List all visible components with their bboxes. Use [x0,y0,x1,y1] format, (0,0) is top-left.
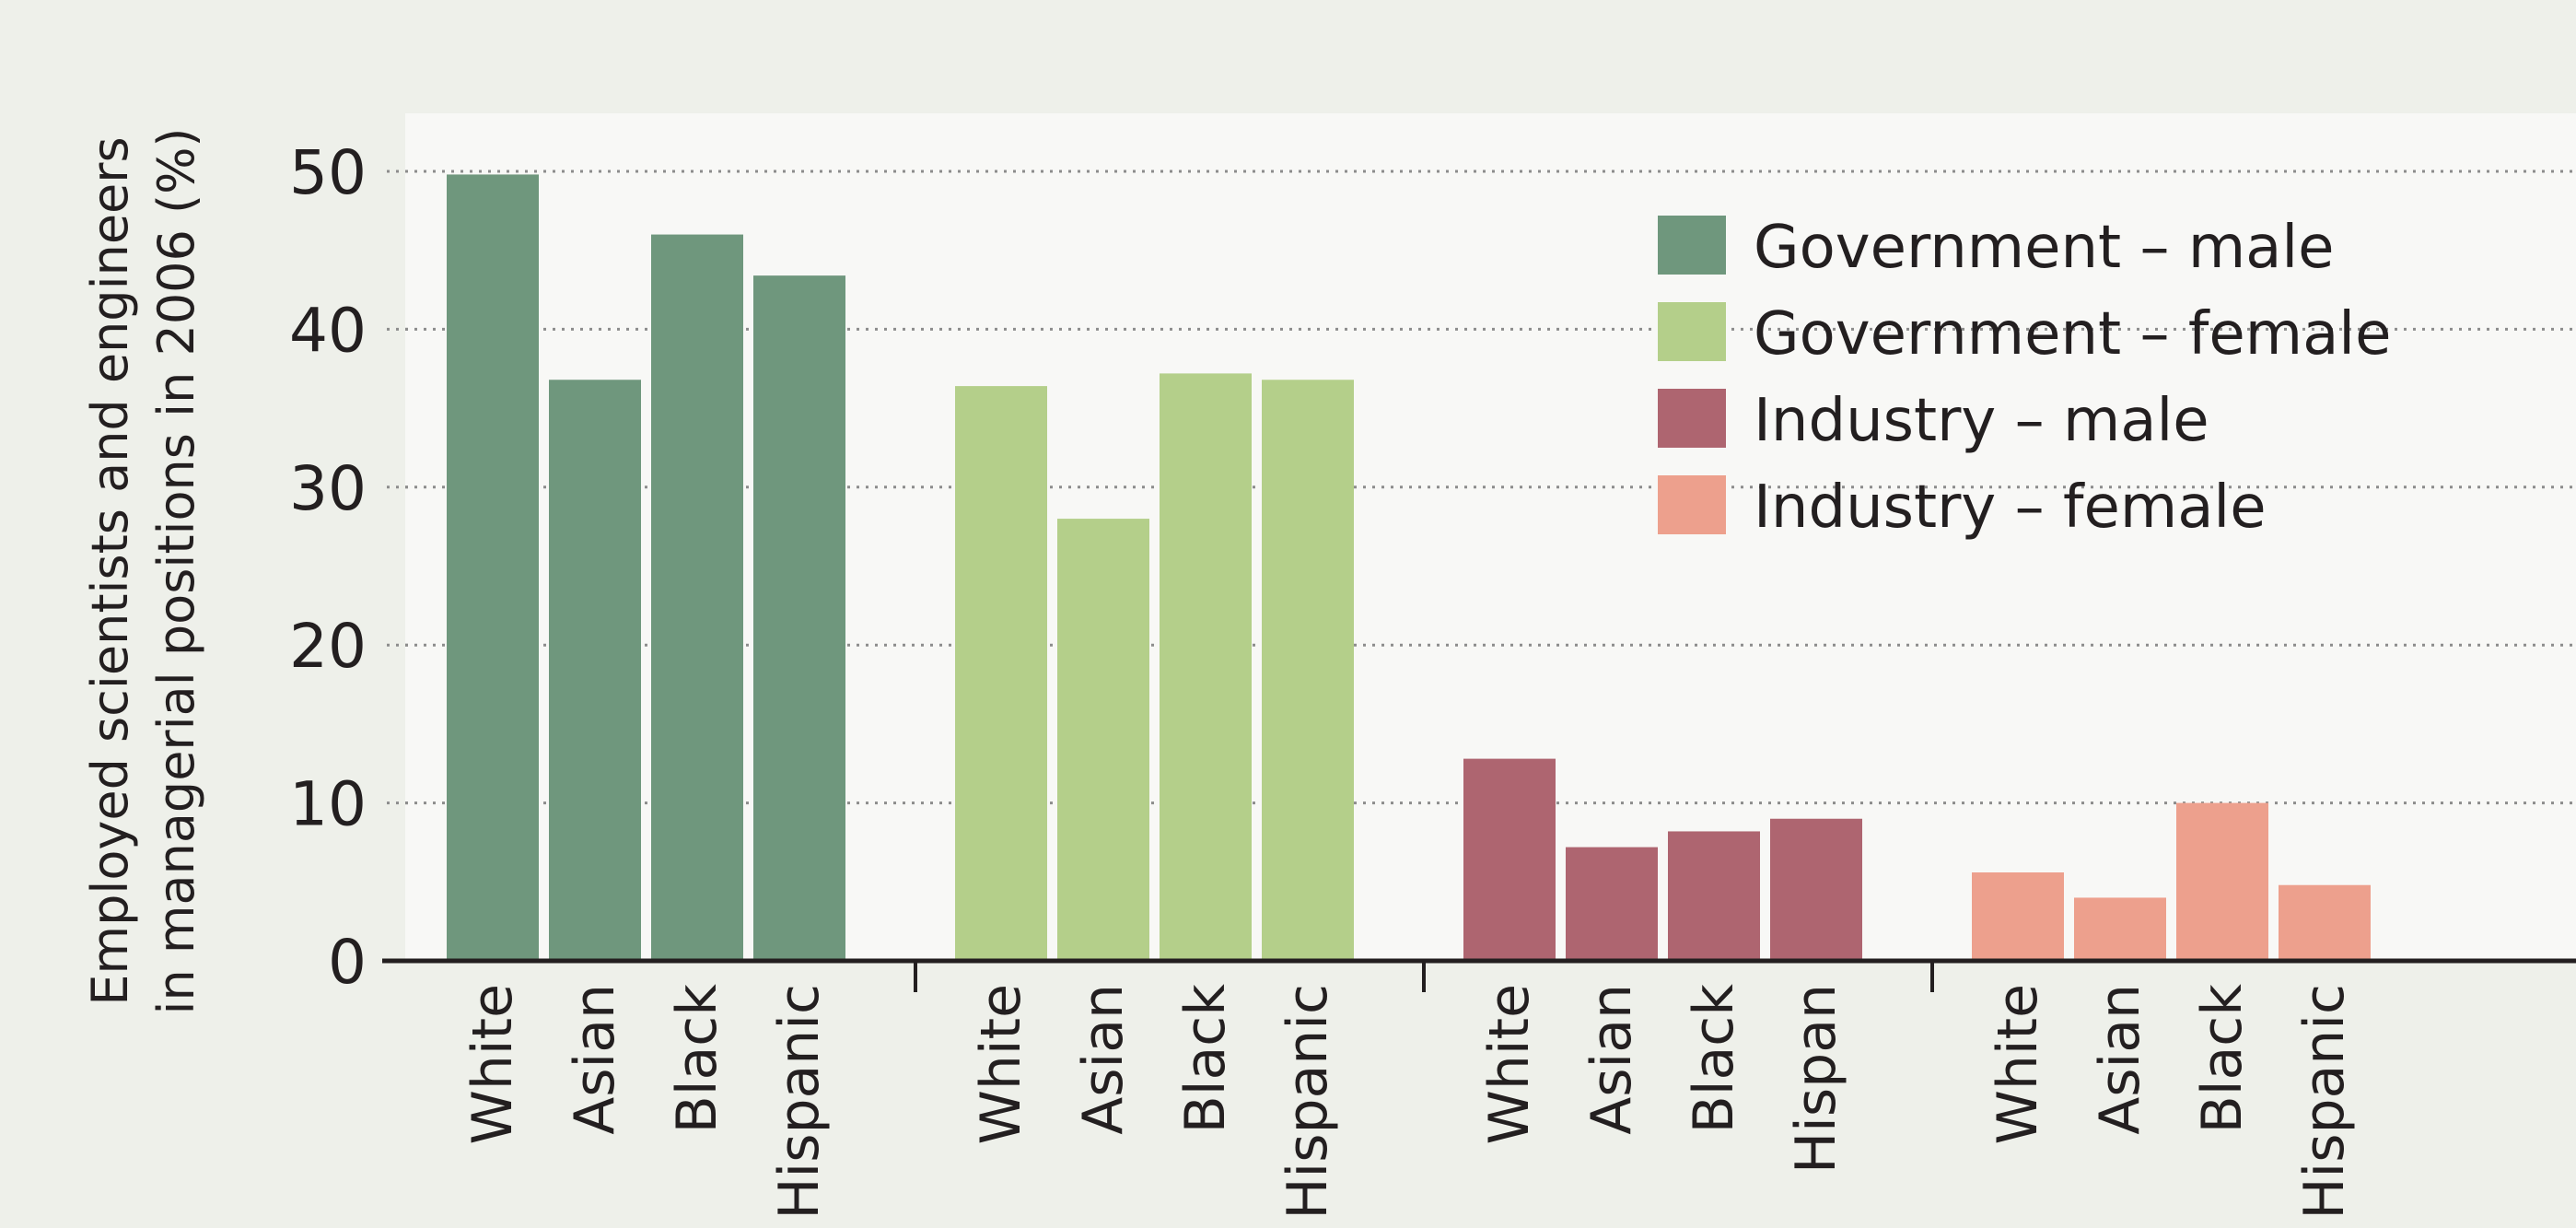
y-axis-title-line-2: in managerial positions in 2006 (%) [147,128,205,1015]
bar [1057,519,1149,961]
bar [753,275,845,961]
category-label: White [969,984,1033,1144]
bar [2176,802,2268,961]
legend-label: Government – male [1754,214,2335,282]
bars [447,174,2371,962]
category-label: Black [2190,984,2255,1134]
category-label: White [1477,984,1542,1144]
legend-swatch [1658,302,1726,361]
bar [1566,847,1658,961]
bar [1770,818,1862,961]
bar [1463,758,1556,961]
legend-label: Industry – female [1754,474,2267,542]
category-label: Asian [1071,984,1136,1135]
bar [1160,373,1252,962]
category-labels: White Asian Black Hispanic White Asian Black Hi… [460,984,2357,1220]
category-label: Hispan [1784,984,1848,1174]
y-tick-labels: 0 10 20 30 40 50 [289,137,367,998]
category-label: Black [665,984,729,1134]
bar [651,234,743,961]
category-label: Hispanic [2292,984,2357,1220]
legend-swatch [1658,216,1726,275]
legend-swatch [1658,475,1726,534]
axes [382,958,2576,992]
bar [1262,380,1354,961]
bar [1972,872,2064,961]
y-tick-label: 10 [289,769,367,840]
y-tick-label: 0 [328,927,367,998]
legend-label: Government – female [1754,300,2391,368]
category-label: Asian [563,984,627,1135]
legend-label: Industry – male [1754,387,2209,455]
bar [1668,831,1760,961]
category-label: Hispanic [767,984,832,1220]
category-label: White [1986,984,2050,1144]
category-label: White [460,984,525,1144]
bar [549,380,641,961]
legend-swatch [1658,389,1726,448]
category-label: Asian [1579,984,1644,1135]
category-label: Asian [2088,984,2152,1135]
bar [447,174,539,962]
y-tick-label: 50 [289,137,367,208]
y-tick-label: 20 [289,611,367,682]
legend: Government – male Government – female Indu… [1658,214,2391,542]
bar [2279,884,2371,961]
y-tick-label: 40 [289,295,367,366]
bar [2074,897,2166,961]
category-label: Black [1173,984,1238,1134]
y-tick-label: 30 [289,453,367,524]
bar [955,386,1047,961]
category-label: Black [1682,984,1746,1134]
y-axis-title-line-1: Employed scientists and engineers [81,136,139,1005]
category-label: Hispanic [1276,984,1340,1220]
